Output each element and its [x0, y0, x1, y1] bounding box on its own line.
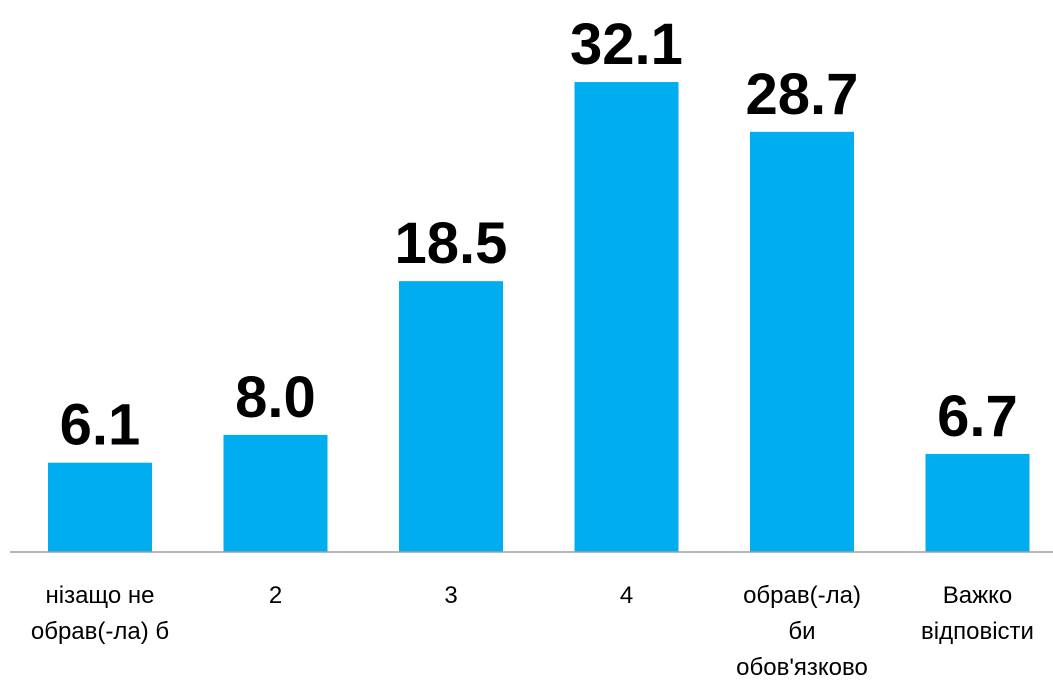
bar-1: [48, 462, 152, 552]
category-label-4: 4: [620, 582, 633, 609]
category-label-line: 3: [444, 582, 457, 609]
category-label-line: обов'язково: [736, 654, 868, 681]
category-label-line: обрав(-ла) б: [31, 618, 169, 645]
category-label-2: 2: [269, 582, 282, 609]
bars-group: [48, 82, 1030, 552]
value-labels-group: 6.1 8.0 18.5 32.1 28.7 6.7: [60, 12, 1018, 458]
bar-3: [399, 281, 503, 552]
category-label-line: би: [788, 618, 815, 645]
value-label-3: 18.5: [395, 211, 508, 276]
bar-2: [223, 434, 328, 552]
category-label-5: обрав(-ла) би обов'язково: [736, 582, 868, 681]
bar-5: [750, 131, 854, 552]
bar-4: [574, 82, 679, 552]
category-label-1: нізащо не обрав(-ла) б: [31, 582, 169, 645]
bar-6: [925, 453, 1030, 552]
value-label-1: 6.1: [60, 393, 141, 458]
category-label-line: обрав(-ла): [743, 582, 861, 609]
value-label-6: 6.7: [937, 384, 1018, 449]
category-label-line: Важко: [943, 582, 1013, 609]
value-label-5: 28.7: [746, 62, 859, 127]
category-label-line: 4: [620, 582, 633, 609]
value-label-4: 32.1: [570, 12, 683, 77]
category-label-6: Важко відповісти: [921, 582, 1034, 645]
category-label-line: нізащо не: [45, 582, 154, 609]
category-labels-group: нізащо не обрав(-ла) б 2 3 4 обрав(-ла) би обов…: [31, 582, 1034, 681]
value-label-2: 8.0: [235, 365, 316, 430]
category-label-line: відповісти: [921, 618, 1034, 645]
category-label-3: 3: [444, 582, 457, 609]
category-label-line: 2: [269, 582, 282, 609]
